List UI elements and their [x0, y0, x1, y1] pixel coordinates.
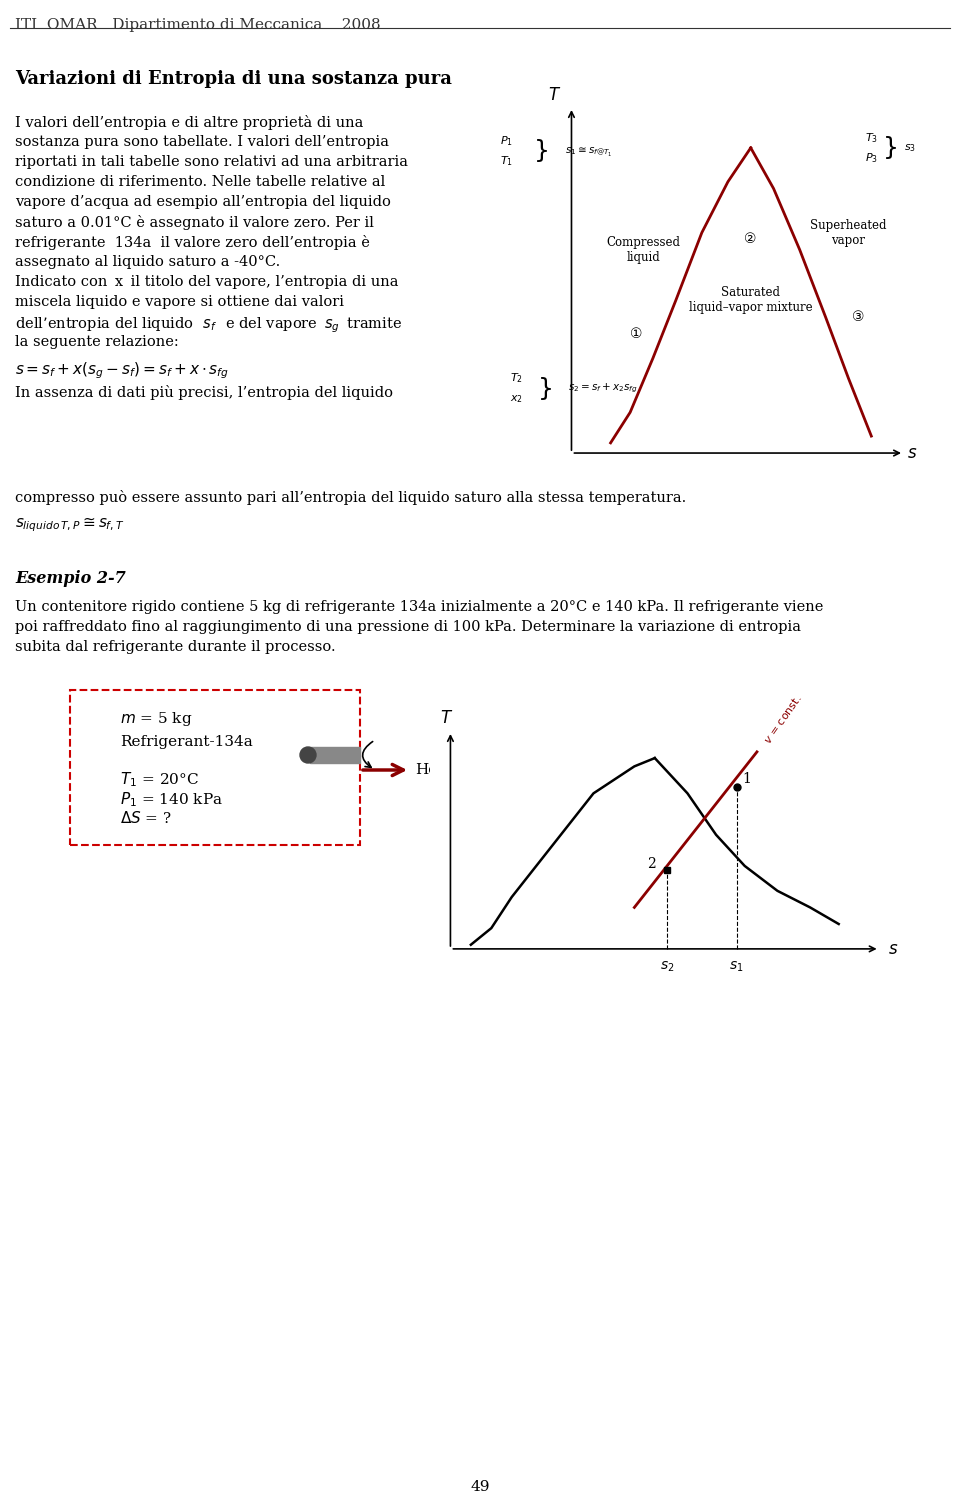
Text: $\Delta S$ = ?: $\Delta S$ = ? — [120, 810, 172, 825]
Bar — [310, 747, 360, 764]
Text: $x_2$: $x_2$ — [510, 393, 522, 405]
Circle shape — [622, 319, 651, 349]
Text: $s_2 = s_f + x_2 s_{fg}$: $s_2 = s_f + x_2 s_{fg}$ — [568, 383, 637, 395]
Text: Indicato con  x  il titolo del vapore, l’entropia di una: Indicato con x il titolo del vapore, l’e… — [15, 276, 398, 289]
Text: $T_2$: $T_2$ — [510, 372, 522, 386]
Text: condizione di riferimento. Nelle tabelle relative al: condizione di riferimento. Nelle tabelle… — [15, 175, 385, 188]
Text: dell’entropia del liquido   $s_f$   e del vapore  $s_g$  tramite: dell’entropia del liquido $s_f$ e del va… — [15, 315, 402, 334]
Text: $P_1$ = 140 kPa: $P_1$ = 140 kPa — [120, 791, 223, 809]
Text: Esempio 2-7: Esempio 2-7 — [15, 569, 126, 587]
Text: 49: 49 — [470, 1480, 490, 1494]
Text: 2: 2 — [647, 857, 656, 870]
Circle shape — [736, 224, 765, 255]
Text: Refrigerant-134a: Refrigerant-134a — [120, 735, 252, 748]
Text: sostanza pura sono tabellate. I valori dell’entropia: sostanza pura sono tabellate. I valori d… — [15, 136, 389, 149]
Text: Superheated
vapor: Superheated vapor — [810, 218, 887, 247]
Text: 1: 1 — [743, 773, 752, 786]
Text: $m$ = 5 kg: $m$ = 5 kg — [120, 709, 192, 727]
Text: $P_1$: $P_1$ — [500, 134, 513, 148]
Text: ②: ② — [745, 232, 757, 247]
Text: $P_3$: $P_3$ — [865, 151, 877, 164]
Text: $s = s_f + x\left(s_g - s_f\right) = s_f + x \cdot s_{fg}$: $s = s_f + x\left(s_g - s_f\right) = s_f… — [15, 360, 228, 381]
Text: $T_3$: $T_3$ — [865, 131, 877, 145]
Text: $s_3$: $s_3$ — [904, 142, 916, 154]
Text: $T_1$ = 20°C: $T_1$ = 20°C — [120, 770, 199, 789]
Text: ①: ① — [631, 327, 643, 342]
Circle shape — [300, 747, 316, 764]
Text: ITI  OMAR   Dipartimento di Meccanica    2008: ITI OMAR Dipartimento di Meccanica 2008 — [15, 18, 380, 32]
Text: Compressed
liquid: Compressed liquid — [606, 235, 681, 264]
Text: vapore d’acqua ad esempio all’entropia del liquido: vapore d’acqua ad esempio all’entropia d… — [15, 194, 391, 209]
Text: $s_1$: $s_1$ — [730, 959, 744, 974]
Text: saturo a 0.01°C è assegnato il valore zero. Per il: saturo a 0.01°C è assegnato il valore ze… — [15, 215, 373, 230]
Text: $s$: $s$ — [907, 444, 918, 462]
Text: compresso può essere assunto pari all’entropia del liquido saturo alla stessa te: compresso può essere assunto pari all’en… — [15, 489, 686, 505]
Text: }: } — [538, 376, 553, 401]
Text: I valori dell’entropia e di altre proprietà di una: I valori dell’entropia e di altre propri… — [15, 114, 364, 130]
Text: }: } — [534, 139, 550, 163]
Text: $T$: $T$ — [440, 709, 453, 727]
Text: $T$: $T$ — [548, 86, 562, 104]
Text: $s_2$: $s_2$ — [660, 959, 674, 974]
Text: la seguente relazione:: la seguente relazione: — [15, 334, 179, 349]
Text: Un contenitore rigido contiene 5 kg di refrigerante 134a inizialmente a 20°C e 1: Un contenitore rigido contiene 5 kg di r… — [15, 599, 824, 614]
Text: assegnato al liquido saturo a -40°C.: assegnato al liquido saturo a -40°C. — [15, 255, 280, 270]
Text: poi raffreddato fino al raggiungimento di una pressione di 100 kPa. Determinare : poi raffreddato fino al raggiungimento d… — [15, 620, 801, 634]
Text: Saturated
liquid–vapor mixture: Saturated liquid–vapor mixture — [689, 286, 812, 315]
Text: miscela liquido e vapore si ottiene dai valori: miscela liquido e vapore si ottiene dai … — [15, 295, 344, 309]
Circle shape — [844, 303, 873, 333]
Text: refrigerante  134a  il valore zero dell’entropia è: refrigerante 134a il valore zero dell’en… — [15, 235, 370, 250]
Text: riportati in tali tabelle sono relativi ad una arbitraria: riportati in tali tabelle sono relativi … — [15, 155, 408, 169]
Text: $s$: $s$ — [888, 940, 898, 958]
Text: }: } — [883, 136, 899, 160]
Text: $T_1$: $T_1$ — [500, 155, 513, 169]
Text: $v$ = const.: $v$ = const. — [761, 691, 804, 745]
Text: Heat: Heat — [415, 764, 452, 777]
Text: subita dal refrigerante durante il processo.: subita dal refrigerante durante il proce… — [15, 640, 336, 654]
Text: $s_1 \cong s_{f@T_1}$: $s_1 \cong s_{f@T_1}$ — [565, 145, 612, 158]
Text: Variazioni di Entropia di una sostanza pura: Variazioni di Entropia di una sostanza p… — [15, 69, 452, 87]
Text: In assenza di dati più precisi, l’entropia del liquido: In assenza di dati più precisi, l’entrop… — [15, 386, 393, 401]
Text: ③: ③ — [852, 310, 865, 324]
Text: $s_{liquido\,T,P} \cong s_{f,T}$: $s_{liquido\,T,P} \cong s_{f,T}$ — [15, 515, 125, 533]
Bar — [70, 690, 360, 845]
